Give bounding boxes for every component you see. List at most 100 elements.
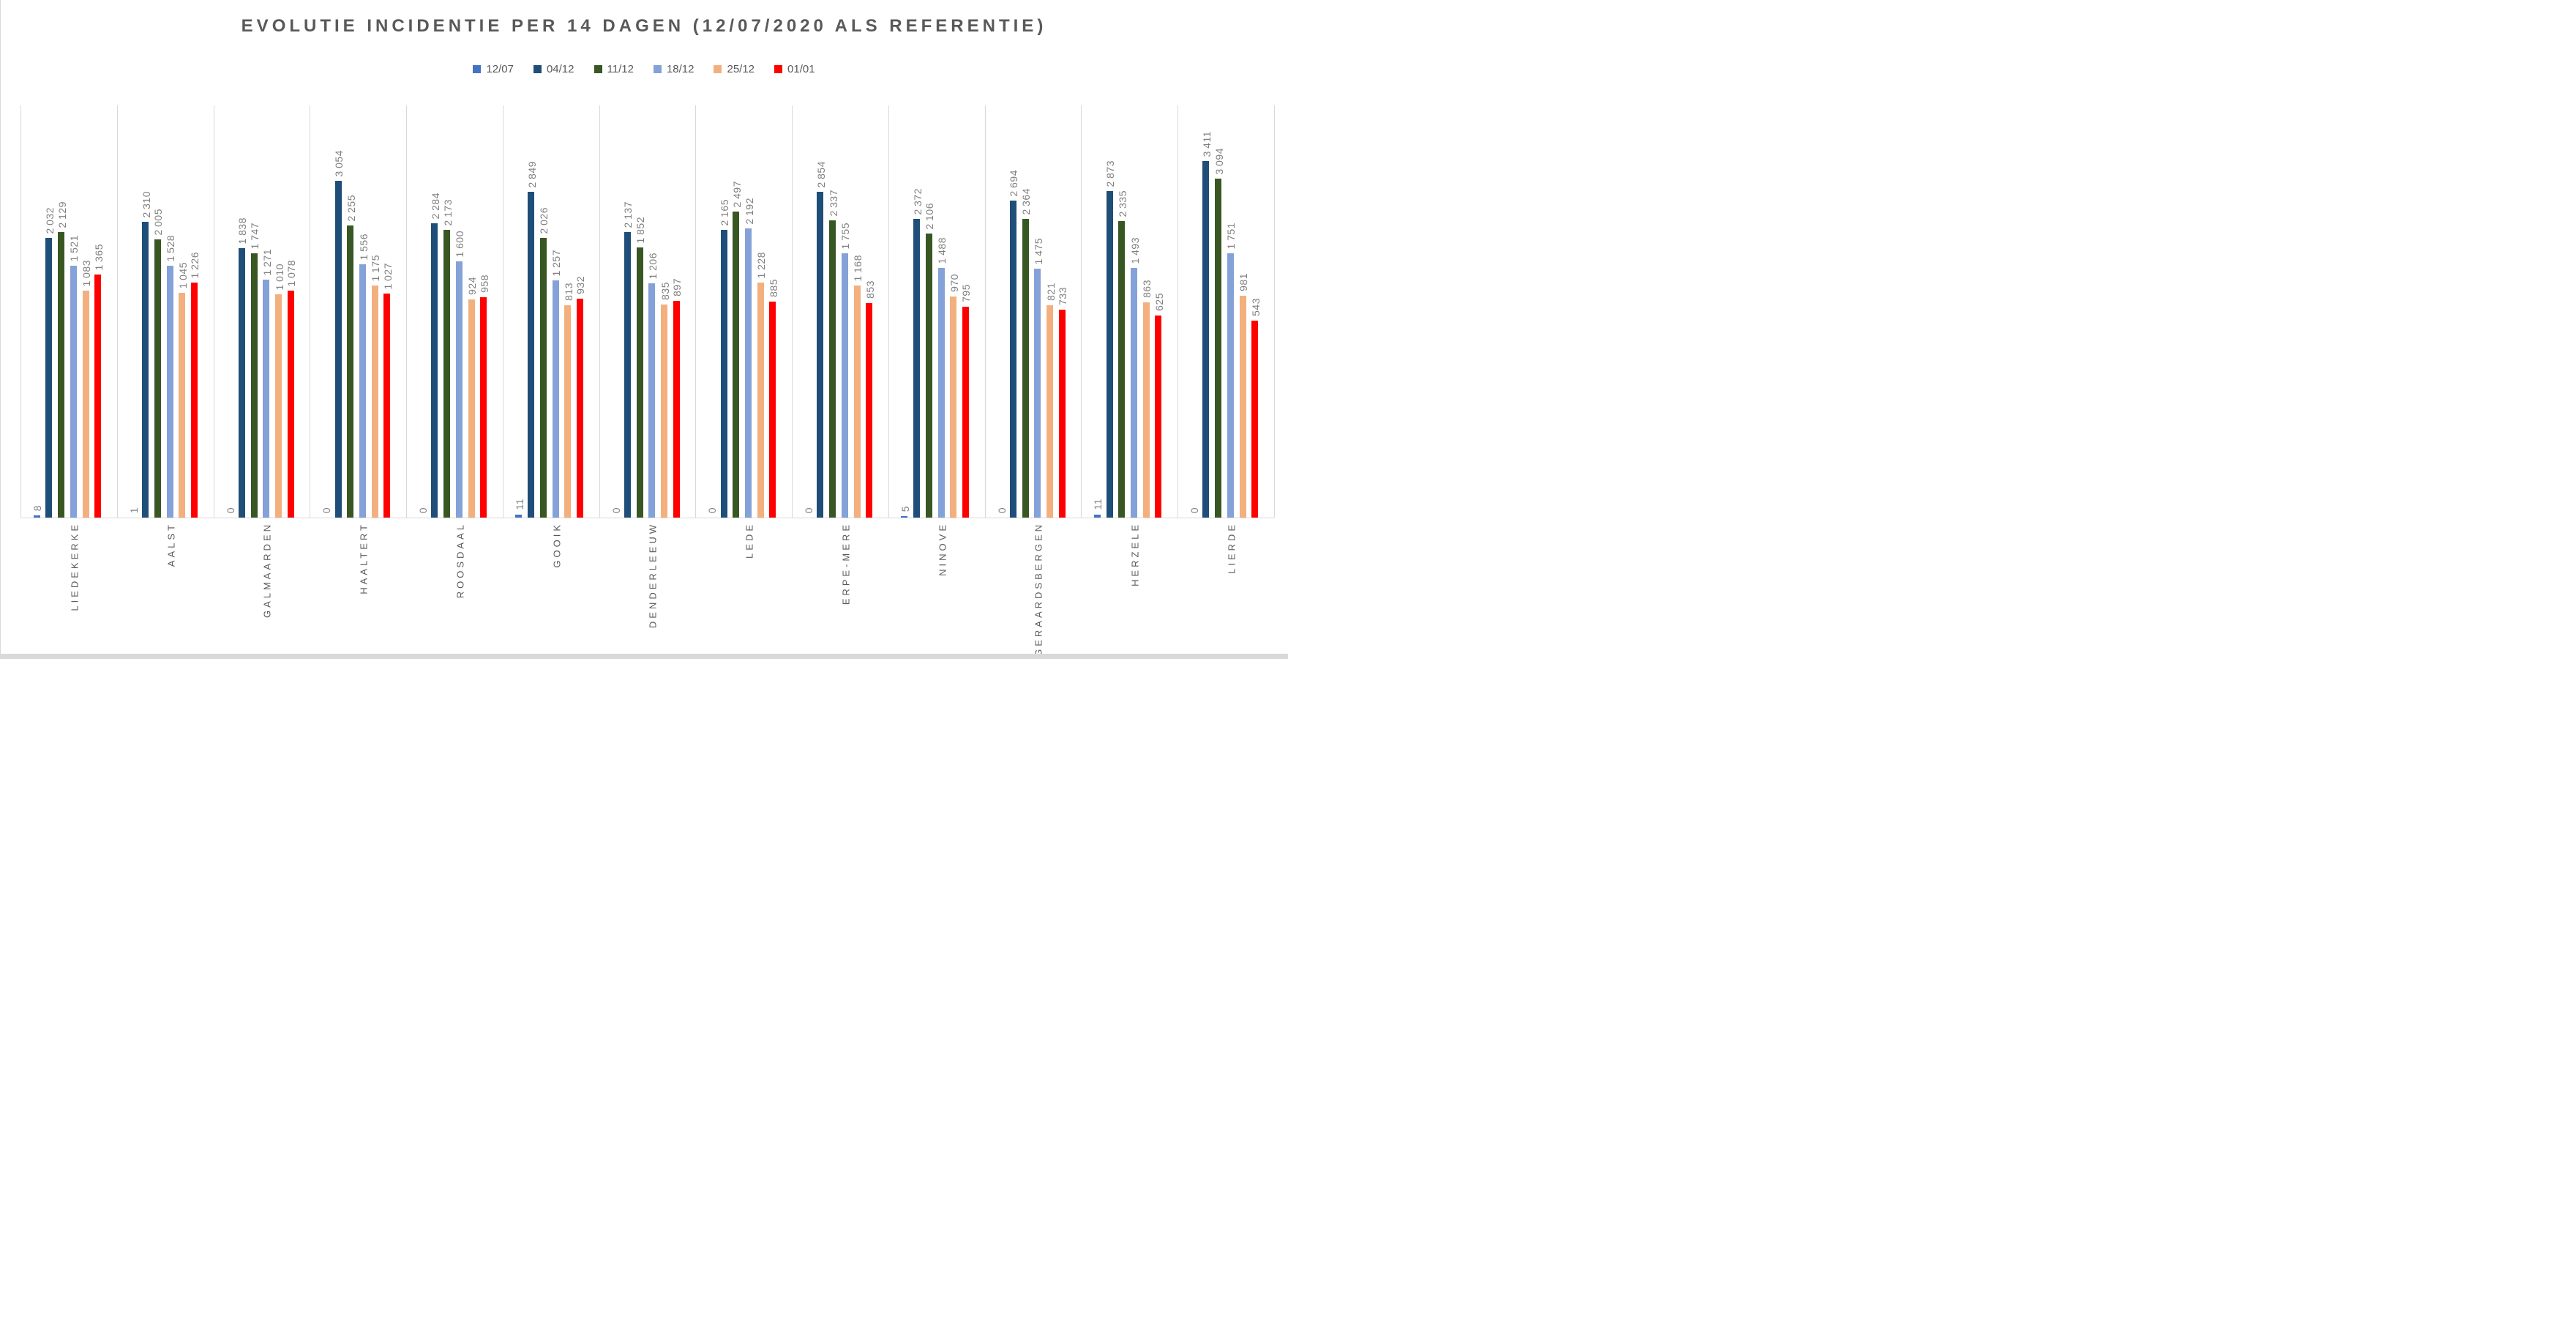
legend-swatch-icon [714, 65, 722, 73]
bar-value-label: 2 337 [827, 189, 839, 216]
gridline [20, 105, 21, 518]
bar-geraardsbergen-18-12 [1034, 269, 1041, 518]
bar-value-label: 0 [417, 507, 430, 513]
bar-value-label: 625 [1153, 293, 1165, 311]
bar-value-label: 2 694 [1008, 169, 1020, 196]
bar-value-label: 0 [224, 507, 236, 513]
bar-roosdaal-01-01 [480, 297, 487, 518]
category-label-ninove: NINOVE [937, 522, 948, 576]
bar-herzele-12-07 [1093, 515, 1101, 518]
bar-value-label: 0 [706, 507, 719, 513]
bar-value-label: 1 271 [261, 248, 273, 275]
bar-value-label: 1 168 [852, 254, 864, 281]
gridline [406, 105, 407, 518]
bar-value-label: 2 372 [911, 187, 924, 214]
bar-value-label: 1 852 [634, 216, 647, 243]
legend-item-01-01: 01/01 [774, 63, 815, 75]
legend-swatch-icon [594, 65, 602, 73]
bar-value-label: 2 026 [538, 206, 550, 234]
legend-swatch-icon [653, 65, 662, 73]
bar-roosdaal-18-12 [455, 261, 463, 518]
bar-value-label: 3 054 [333, 149, 345, 176]
bar-value-label: 0 [321, 507, 333, 513]
bar-aalst-11-12 [154, 239, 161, 518]
bar-liedekerke-12-07 [33, 515, 40, 518]
bar-value-label: 1 755 [839, 222, 852, 249]
bar-ninove-25-12 [950, 296, 957, 518]
bar-value-label: 1 226 [189, 251, 201, 278]
bar-lierde-18-12 [1227, 253, 1234, 518]
bar-herzele-04-12 [1106, 191, 1113, 518]
category-label-gooik: GOOIK [551, 522, 563, 568]
bar-aalst-18-12 [166, 266, 173, 518]
category-label-haaltert: HAALTERT [358, 522, 370, 594]
bar-value-label: 1 010 [273, 263, 285, 290]
legend-item-25-12: 25/12 [714, 63, 755, 75]
bar-value-label: 0 [610, 507, 622, 513]
bar-roosdaal-25-12 [468, 299, 475, 518]
bar-value-label: 2 364 [1020, 187, 1033, 214]
bar-value-label: 1 228 [755, 251, 768, 278]
bar-lierde-04-12 [1202, 161, 1210, 518]
bar-gooik-18-12 [552, 280, 559, 518]
bar-value-label: 813 [562, 283, 574, 301]
bar-value-label: 1 257 [550, 249, 563, 276]
bar-denderleeuw-11-12 [636, 247, 643, 518]
bar-value-label: 981 [1238, 273, 1249, 291]
window-bottom-edge [0, 654, 1288, 659]
bar-erpe-mere-18-12 [841, 253, 848, 518]
bar-haaltert-25-12 [371, 286, 378, 518]
bar-value-label: 3 411 [1200, 130, 1213, 157]
legend-label: 11/12 [607, 63, 634, 75]
category-label-roosdaal: ROOSDAAL [454, 522, 466, 599]
bar-value-label: 1 475 [1032, 237, 1044, 264]
bar-value-label: 1 838 [236, 217, 249, 244]
bar-value-label: 11 [1092, 499, 1104, 510]
bar-lede-25-12 [757, 283, 764, 518]
bar-value-label: 733 [1057, 287, 1069, 305]
bar-value-label: 958 [478, 275, 490, 293]
bar-value-label: 2 873 [1104, 160, 1117, 187]
gridline [1081, 105, 1082, 518]
bar-erpe-mere-11-12 [829, 220, 836, 518]
legend-swatch-icon [533, 65, 542, 73]
bar-galmaarden-04-12 [238, 248, 245, 518]
legend-label: 25/12 [727, 63, 755, 75]
category-label-denderleeuw: DENDERLEEUW [647, 522, 659, 629]
bar-lede-01-01 [769, 302, 776, 518]
bar-erpe-mere-01-01 [866, 303, 873, 518]
bar-lede-18-12 [745, 228, 752, 518]
bar-value-label: 1 365 [92, 243, 105, 270]
bar-galmaarden-11-12 [250, 253, 258, 518]
bar-value-label: 2 137 [622, 201, 634, 228]
bar-value-label: 795 [960, 284, 973, 302]
chart-legend: 12/07 04/12 11/12 18/12 25/12 01/01 [0, 63, 1288, 75]
gridline [599, 105, 600, 518]
bar-value-label: 2 335 [1116, 190, 1128, 217]
gridline [792, 105, 793, 518]
bar-value-label: 543 [1249, 298, 1262, 316]
legend-item-12-07: 12/07 [473, 63, 514, 75]
bar-value-label: 932 [574, 276, 587, 294]
bar-gooik-11-12 [539, 238, 547, 518]
bar-liedekerke-04-12 [45, 238, 53, 518]
legend-label: 18/12 [666, 63, 694, 75]
bar-aalst-01-01 [190, 283, 198, 518]
bar-galmaarden-18-12 [263, 280, 270, 518]
bar-denderleeuw-01-01 [673, 301, 680, 518]
bar-value-label: 2 106 [924, 202, 936, 229]
gridline [1273, 105, 1275, 518]
category-label-aalst: AALST [165, 522, 177, 567]
bar-lierde-25-12 [1239, 296, 1246, 518]
gridline [888, 105, 889, 518]
legend-item-11-12: 11/12 [594, 63, 634, 75]
bar-lede-11-12 [733, 212, 740, 518]
bar-ninove-04-12 [913, 219, 921, 518]
window-left-edge [0, 0, 1, 659]
bar-haaltert-11-12 [347, 225, 354, 518]
bar-value-label: 0 [995, 507, 1008, 513]
bar-value-label: 0 [803, 507, 815, 513]
bar-value-label: 3 094 [1213, 147, 1225, 174]
bar-roosdaal-11-12 [443, 230, 451, 518]
bar-value-label: 1 083 [80, 259, 92, 286]
